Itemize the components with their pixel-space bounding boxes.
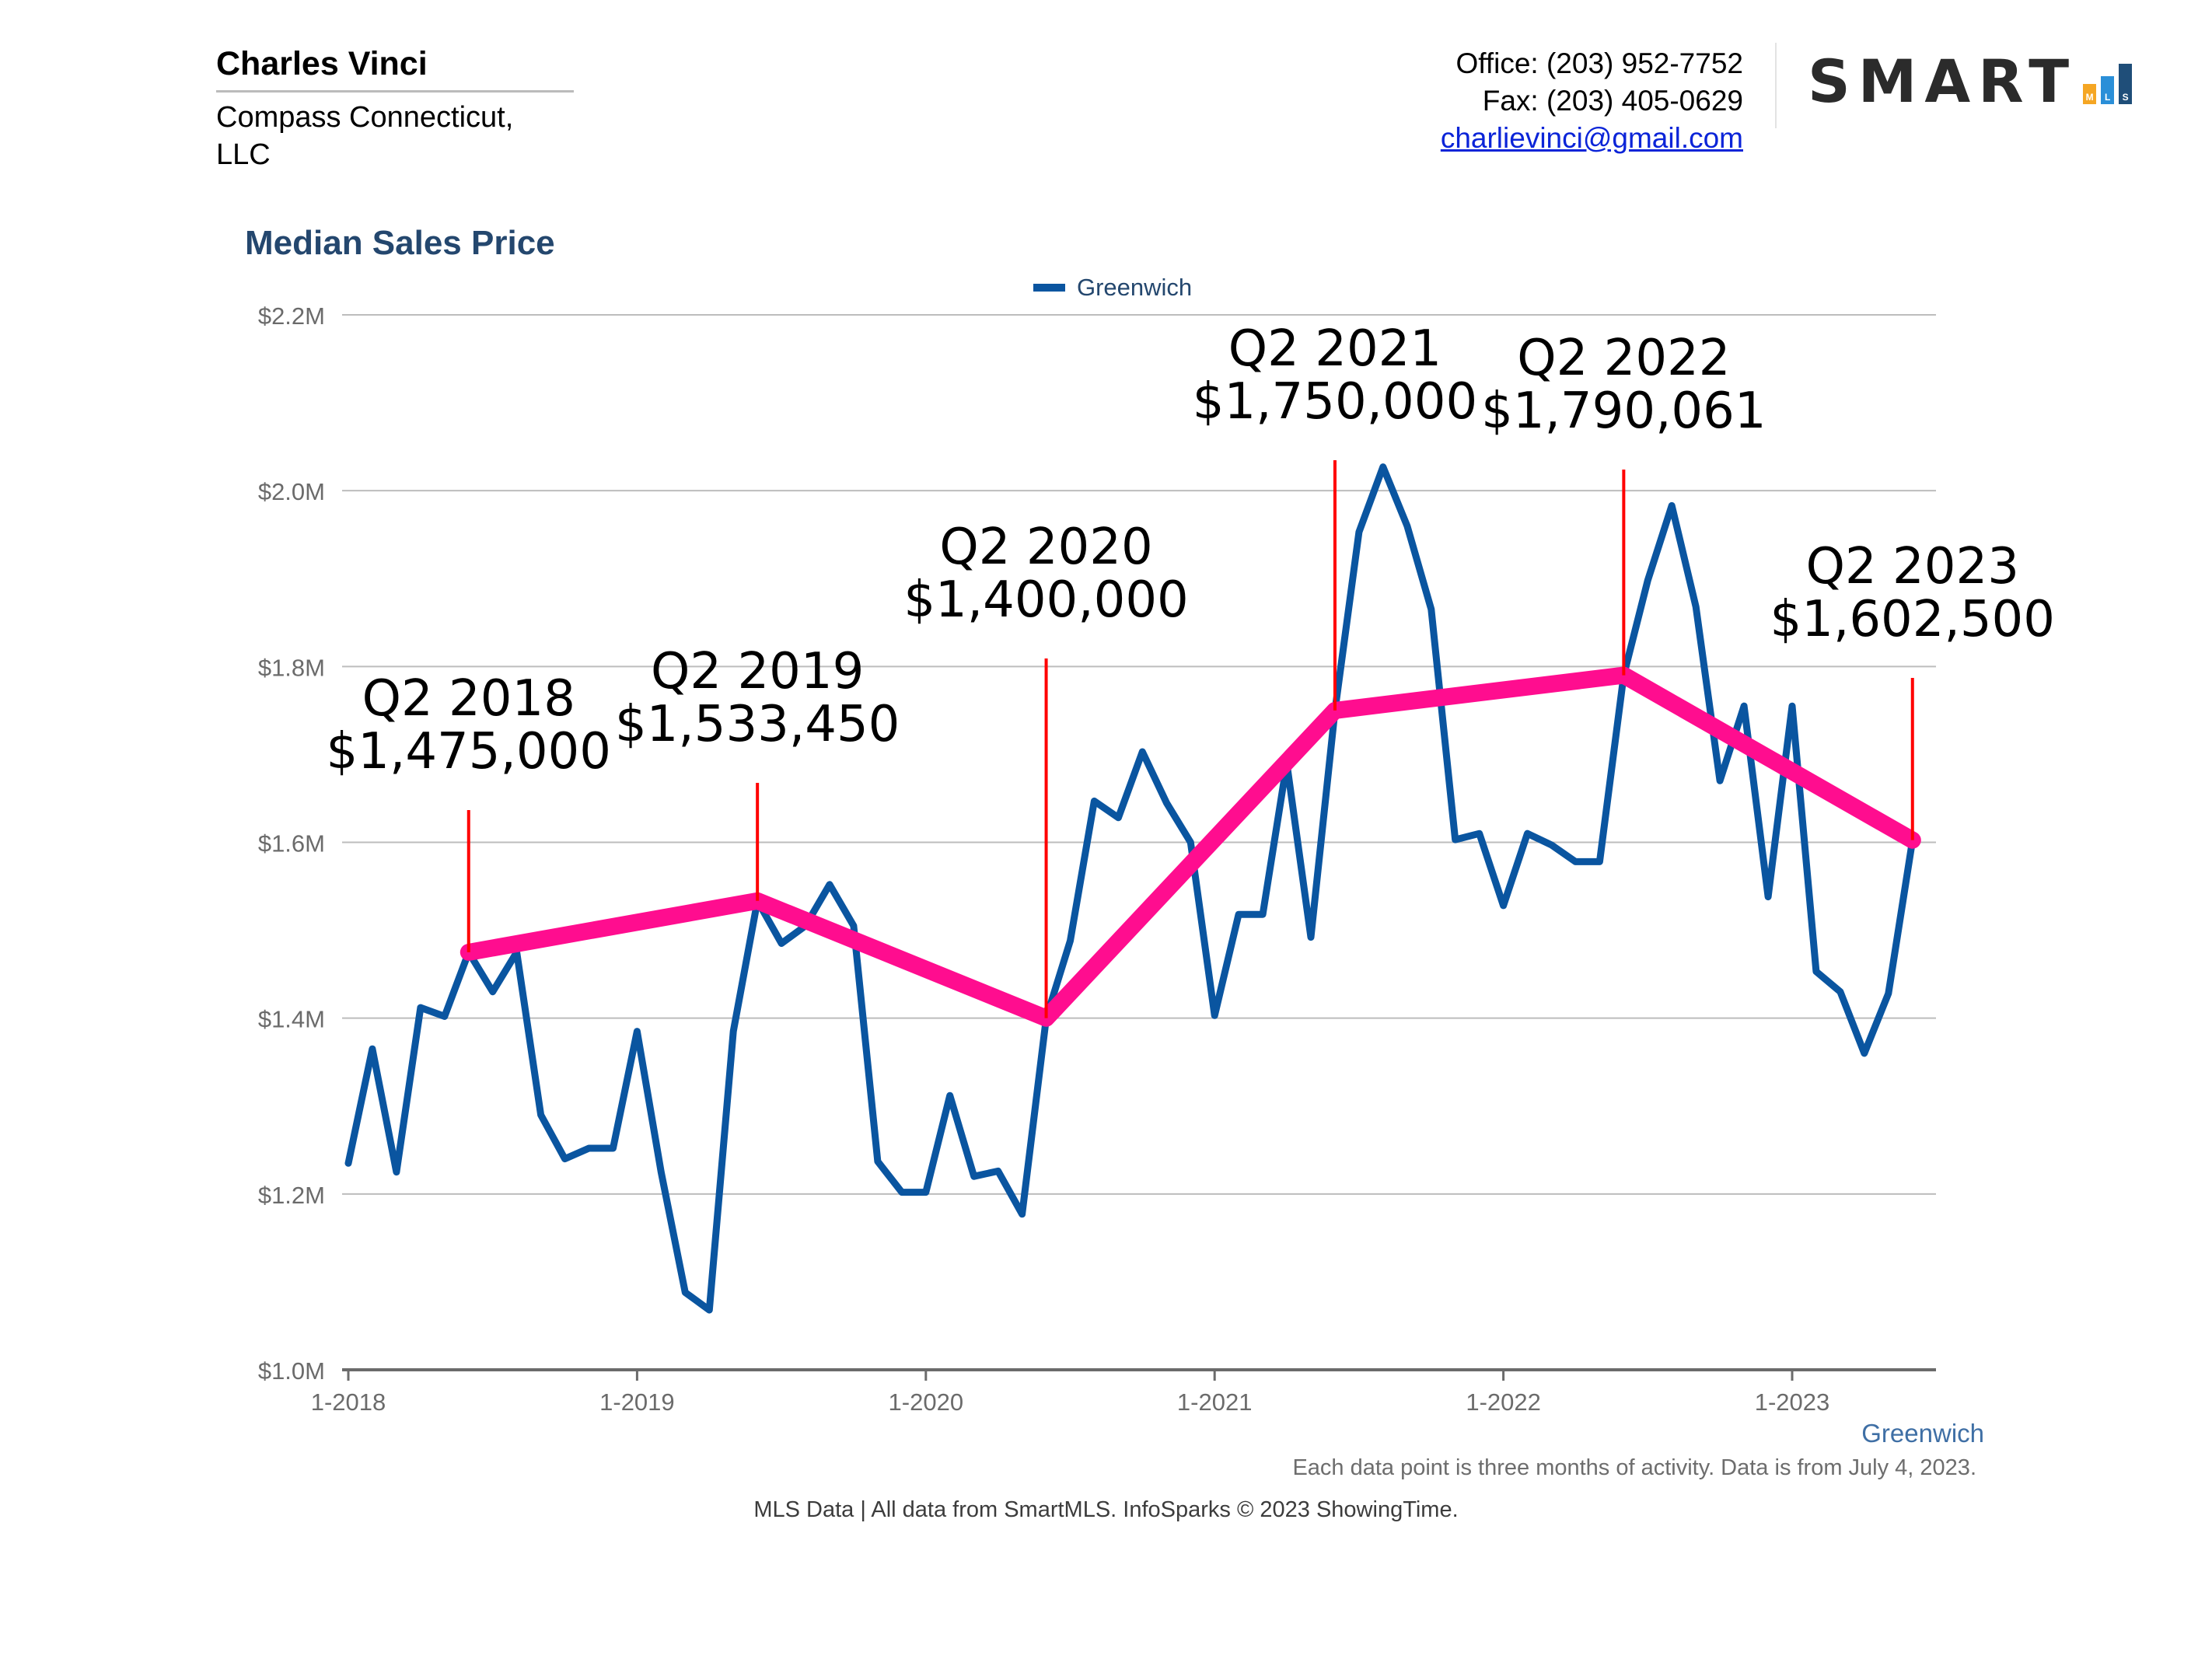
annotation-price: $1,400,000 — [903, 571, 1188, 629]
y-tick-label: $1.4M — [258, 1006, 325, 1033]
agent-divider — [216, 90, 574, 93]
email-link[interactable]: charlievinci@gmail.com — [1440, 122, 1743, 154]
x-tick-label: 1-2020 — [889, 1388, 964, 1416]
y-tick-label: $1.2M — [258, 1182, 325, 1209]
logo-bar-m: M — [2083, 84, 2097, 104]
logo-bar-l: L — [2101, 76, 2115, 104]
agent-company: Compass Connecticut, LLC — [216, 101, 514, 171]
x-tick-label: 1-2022 — [1466, 1388, 1541, 1416]
annotation-price: $1,475,000 — [327, 723, 611, 781]
legend-swatch — [1033, 284, 1065, 292]
agent-block: Charles Vinci Compass Connecticut, LLC — [216, 40, 574, 173]
header-divider — [1775, 43, 1777, 128]
x-tick-label: 1-2023 — [1755, 1388, 1830, 1416]
y-tick-label: $1.8M — [258, 654, 325, 681]
annotation-quarter: Q2 2019 — [651, 643, 864, 700]
q2-trend-line — [460, 666, 1921, 1027]
smart-mls-logo: SMART M L S — [1808, 47, 2133, 116]
x-tick-label: 1-2018 — [311, 1388, 386, 1416]
office-phone: Office: (203) 952-7752 — [1455, 47, 1743, 79]
agent-name: Charles Vinci — [216, 45, 428, 82]
fax-number: Fax: (203) 405-0629 — [1482, 85, 1743, 117]
annotation-quarter: Q2 2021 — [1228, 320, 1441, 378]
y-tick-label: $2.0M — [258, 478, 325, 505]
y-tick-label: $1.6M — [258, 830, 325, 857]
data-source: MLS Data | All data from SmartMLS. InfoS… — [753, 1497, 1459, 1522]
annotation-quarter: Q2 2018 — [362, 670, 575, 728]
y-tick-label: $1.0M — [258, 1357, 325, 1385]
annotation-price: $1,790,061 — [1481, 382, 1766, 440]
chart-title: Median Sales Price — [245, 224, 555, 262]
logo-bars: M L S — [2083, 64, 2133, 104]
annotation-quarter: Q2 2020 — [939, 519, 1152, 576]
annotation-price: $1,750,000 — [1193, 373, 1477, 431]
annotation-price: $1,602,500 — [1770, 591, 2055, 648]
greenwich-series-line — [344, 463, 1917, 1314]
annotation-price: $1,533,450 — [615, 696, 900, 753]
y-tick-label: $2.2M — [258, 302, 325, 330]
annotation-quarter: Q2 2022 — [1517, 330, 1730, 387]
x-tick-label: 1-2019 — [599, 1388, 675, 1416]
series-caption: Greenwich — [1861, 1419, 1984, 1448]
contact-block: Office: (203) 952-7752 Fax: (203) 405-06… — [1441, 45, 1743, 157]
chart-footnote: Each data point is three months of activ… — [1292, 1455, 1976, 1480]
x-tick-label: 1-2021 — [1177, 1388, 1253, 1416]
logo-bar-s: S — [2119, 64, 2133, 104]
annotation-quarter: Q2 2023 — [1806, 538, 2019, 595]
legend-label: Greenwich — [1077, 274, 1192, 301]
logo-wordmark: SMART — [1808, 47, 2077, 116]
